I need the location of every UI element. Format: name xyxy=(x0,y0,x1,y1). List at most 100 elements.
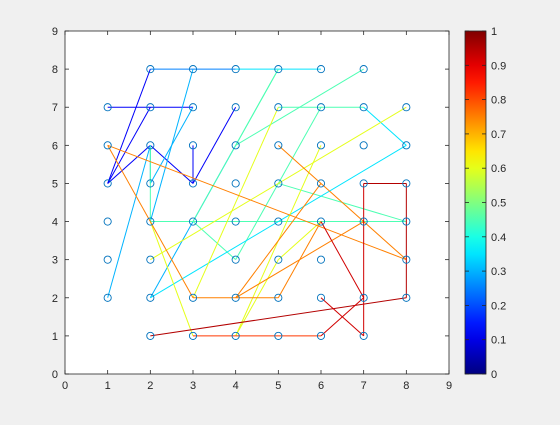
data-point xyxy=(146,179,155,188)
data-segment xyxy=(107,68,151,184)
y-tick-label: 8 xyxy=(52,64,58,76)
y-tick-label: 3 xyxy=(52,255,58,267)
colorbar-tick-label: 0.1 xyxy=(491,335,506,347)
data-point xyxy=(188,141,198,150)
data-segment xyxy=(278,144,407,261)
data-segment xyxy=(149,221,194,337)
data-point xyxy=(402,293,411,302)
colorbar-tick-label: 1 xyxy=(491,26,497,38)
y-tick-label: 1 xyxy=(52,331,58,343)
data-point xyxy=(103,217,112,226)
colorbar-tick-label: 0.2 xyxy=(491,300,506,312)
data-point xyxy=(146,293,155,302)
data-point xyxy=(231,179,240,188)
data-point xyxy=(274,65,283,74)
data-point xyxy=(188,293,198,302)
data-segment xyxy=(107,106,151,184)
markers xyxy=(103,65,411,340)
data-segment xyxy=(278,221,322,261)
y-tick-label: 7 xyxy=(52,102,58,114)
x-tick-label: 1 xyxy=(105,380,111,392)
data-segment xyxy=(107,144,151,184)
x-tick-label: 9 xyxy=(446,380,452,392)
data-segment xyxy=(107,145,151,298)
data-segment xyxy=(192,106,237,184)
data-point xyxy=(359,331,368,340)
data-point xyxy=(188,103,198,112)
colorbar: 0 0.1 0.2 0.3 0.4 0.5 0.6 0.7 0.8 0.9 1 xyxy=(464,26,506,381)
data-point xyxy=(188,217,198,226)
y-tick-label: 0 xyxy=(52,369,58,381)
data-segment xyxy=(150,144,407,299)
colorbar-tick-label: 0.5 xyxy=(491,198,506,210)
data-point xyxy=(274,103,283,112)
data-segment xyxy=(107,144,407,261)
data-point xyxy=(274,179,283,188)
colorbar-tick-label: 0.7 xyxy=(491,129,506,141)
data-point xyxy=(274,331,283,340)
data-point xyxy=(402,255,411,264)
data-segment xyxy=(235,183,322,299)
data-point xyxy=(274,217,283,226)
data-point xyxy=(274,293,283,302)
data-point xyxy=(146,331,155,340)
data-segment xyxy=(150,144,194,184)
data-point xyxy=(316,255,326,264)
data-point xyxy=(359,293,368,302)
x-axis: 0 1 2 3 4 5 6 7 8 9 xyxy=(62,31,452,392)
colorbar-tick-label: 0.8 xyxy=(491,95,506,107)
data-point xyxy=(316,331,326,340)
data-point xyxy=(103,141,112,150)
data-point xyxy=(316,217,326,226)
data-segment xyxy=(235,68,279,146)
data-point xyxy=(103,103,112,112)
data-point xyxy=(402,103,411,112)
data-point xyxy=(188,65,198,74)
data-point xyxy=(231,217,240,226)
y-tick-label: 5 xyxy=(52,178,58,190)
data-point xyxy=(103,255,112,264)
x-tick-label: 5 xyxy=(275,380,281,392)
data-point xyxy=(316,179,326,188)
data-point xyxy=(231,103,240,112)
colorbar-tick-label: 0.6 xyxy=(491,163,506,175)
data-point xyxy=(402,141,411,150)
data-point xyxy=(359,179,368,188)
y-tick-label: 2 xyxy=(52,293,58,305)
data-point xyxy=(231,331,240,340)
data-point xyxy=(146,255,155,264)
data-point xyxy=(103,179,112,188)
data-point xyxy=(359,65,368,74)
data-segment xyxy=(277,221,322,299)
data-point xyxy=(274,255,283,264)
colorbar-tick-label: 0 xyxy=(491,369,497,381)
data-segment xyxy=(192,221,236,261)
data-segment xyxy=(149,68,194,222)
x-tick-label: 3 xyxy=(190,380,196,392)
data-segment xyxy=(107,145,194,299)
data-point xyxy=(316,103,326,112)
data-point xyxy=(188,331,198,340)
x-tick-label: 2 xyxy=(147,380,153,392)
data-point xyxy=(359,217,368,226)
data-point xyxy=(188,179,198,188)
segments xyxy=(107,68,407,337)
colorbar-tick-label: 0.3 xyxy=(491,266,506,278)
data-point xyxy=(231,141,240,150)
x-tick-label: 6 xyxy=(318,380,324,392)
y-tick-label: 4 xyxy=(52,217,58,229)
data-segment xyxy=(320,297,364,337)
data-point xyxy=(359,103,368,112)
colorbar-tick-label: 0.9 xyxy=(491,60,506,72)
data-point xyxy=(402,217,411,226)
data-point xyxy=(231,255,240,264)
data-point xyxy=(103,293,112,302)
data-point xyxy=(146,217,155,226)
data-point xyxy=(316,65,326,74)
data-point xyxy=(231,293,240,302)
data-point xyxy=(146,65,155,74)
y-tick-label: 9 xyxy=(52,26,58,38)
colorbar-tick-label: 0.4 xyxy=(491,232,506,244)
